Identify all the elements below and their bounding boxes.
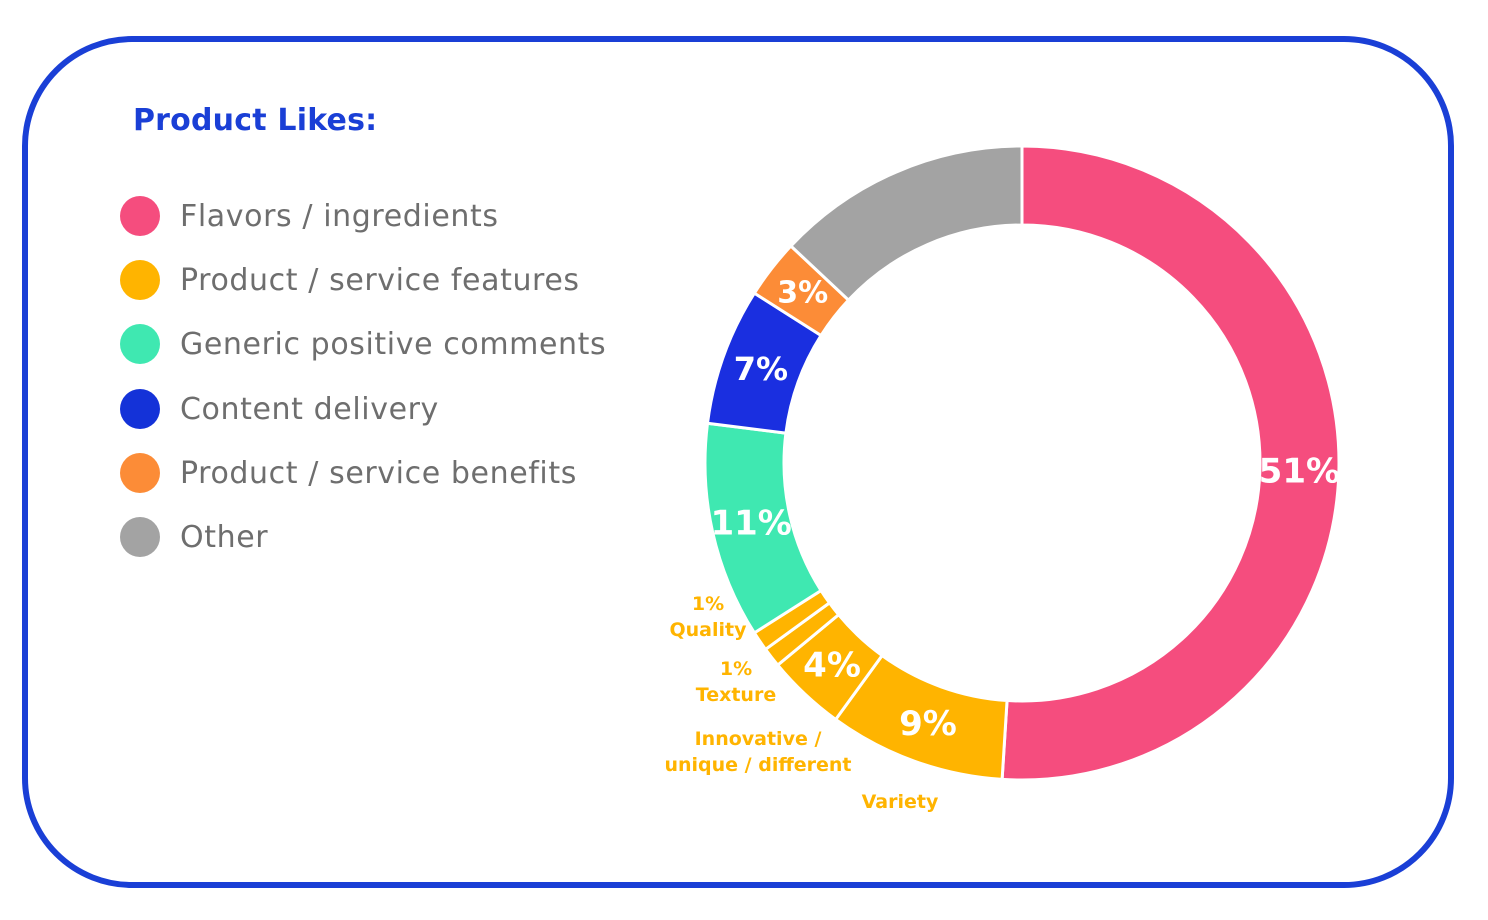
legend-item: Flavors / ingredients (120, 195, 499, 237)
legend-label: Product / service benefits (180, 455, 577, 491)
legend-item: Product / service features (120, 259, 580, 301)
callout-line: Texture (696, 684, 776, 706)
callout-label: 1% Texture (696, 658, 776, 706)
donut-slice (788, 144, 1024, 303)
donut-slice (1000, 144, 1341, 782)
legend-swatch (120, 453, 160, 493)
legend-swatch (120, 196, 160, 236)
legend-label: Generic positive comments (180, 326, 607, 362)
slice-label: 4% (803, 645, 861, 685)
callout-label: 1% Quality (670, 593, 748, 641)
callout-line: Variety (862, 791, 939, 813)
callout-label: Variety (862, 791, 939, 813)
legend-swatch (120, 389, 160, 429)
legend-item: Generic positive comments (120, 323, 606, 365)
legend-item: Content delivery (120, 388, 439, 430)
legend-label: Flavors / ingredients (180, 198, 499, 234)
callout-line: 1% (720, 658, 752, 680)
callout-line: 1% (692, 593, 724, 615)
slice-label: 9% (899, 704, 957, 744)
chart-title: Product Likes: (133, 103, 378, 138)
slice-label: 11% (710, 504, 791, 544)
legend-label: Content delivery (180, 391, 439, 427)
legend-label: Product / service features (180, 262, 580, 298)
legend-label: Other (180, 519, 269, 555)
slice-label: 7% (734, 350, 788, 388)
callout-label: Innovative / unique / different (664, 728, 851, 776)
callout-line: Quality (670, 619, 748, 641)
legend-swatch (120, 260, 160, 300)
legend-item: Other (120, 516, 268, 558)
slice-label: 51% (1259, 452, 1340, 492)
callout-line: Innovative / (695, 728, 822, 750)
callout-line: unique / different (664, 754, 851, 776)
slice-label: 3% (777, 275, 828, 310)
legend-swatch (120, 324, 160, 364)
legend-swatch (120, 517, 160, 557)
legend-item: Product / service benefits (120, 452, 577, 494)
